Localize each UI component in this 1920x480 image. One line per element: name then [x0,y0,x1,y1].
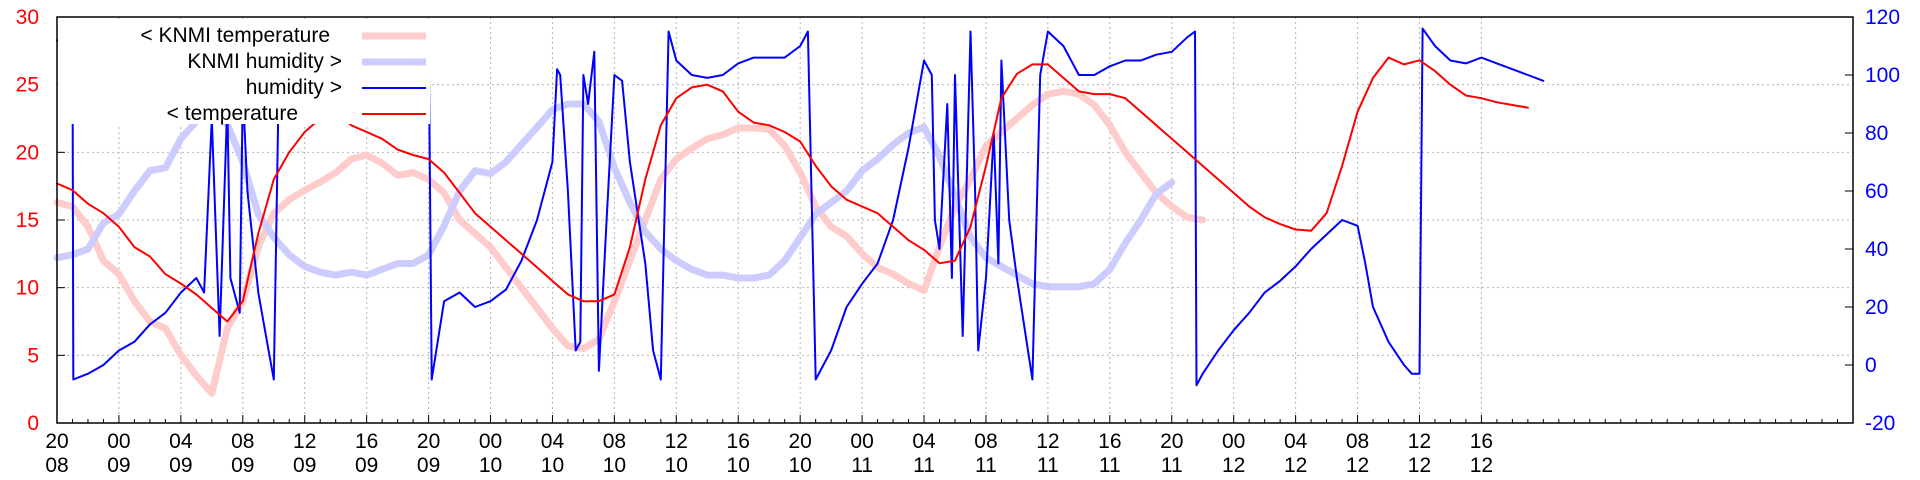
x-tick-labels: 2008000904090809120916092009001004100810… [45,430,1493,477]
y-right-tick-label: 0 [1865,354,1877,377]
series-knmi-humidity [53,100,1176,291]
y-left-tick-label: 30 [16,6,39,29]
x-tick-label-hour: 00 [850,430,873,453]
y-right-tick-labels: -20 0 20 40 60 80 100 120 [1865,6,1900,435]
x-tick-label-hour: 20 [1160,430,1183,453]
x-tick-label-hour: 04 [912,430,936,453]
x-tick-label-day: 12 [1408,454,1431,477]
series-knmi-temperature [53,87,1207,397]
x-tick-label-day: 09 [169,454,192,477]
x-tick-label-day: 08 [45,454,68,477]
x-tick-label-hour: 12 [1408,430,1431,453]
x-tick-label-hour: 04 [169,430,193,453]
ticks [56,16,1854,424]
series-temperature [56,56,1529,323]
x-tick-label-day: 09 [107,454,130,477]
y-left-tick-label: 15 [16,209,39,232]
y-right-tick-label: 100 [1865,64,1900,87]
y-right-tick-label: 20 [1865,296,1888,319]
x-tick-label-hour: 16 [727,430,750,453]
x-tick-label-day: 12 [1222,454,1245,477]
y-left-tick-labels: 0 5 10 15 20 25 30 [16,6,39,435]
x-tick-label-hour: 08 [231,430,254,453]
x-tick-label-day: 10 [541,454,564,477]
x-tick-label-day: 10 [603,454,626,477]
x-tick-label-day: 11 [913,454,935,477]
y-right-tick-label: 40 [1865,238,1888,261]
series-humidity [56,27,1545,387]
y-right-tick-label: 60 [1865,180,1888,203]
x-tick-label-day: 10 [479,454,502,477]
x-tick-label-day: 09 [355,454,378,477]
x-tick-label-hour: 16 [355,430,378,453]
y-left-tick-label: 5 [27,344,39,367]
x-tick-label-hour: 12 [665,430,688,453]
x-tick-label-day: 11 [1037,454,1059,477]
legend-label-knmi-humidity: KNMI humidity > [187,50,342,73]
x-tick-label-day: 10 [727,454,750,477]
x-tick-label-hour: 00 [107,430,130,453]
x-tick-label-day: 09 [293,454,316,477]
legend-label-humidity: humidity > [246,76,342,99]
x-tick-label-day: 11 [1099,454,1121,477]
legend-label-knmi-temperature: < KNMI temperature [140,24,330,47]
x-tick-label-hour: 08 [974,430,997,453]
x-tick-label-hour: 20 [45,430,68,453]
x-tick-label-hour: 04 [1284,430,1308,453]
y-left-tick-label: 10 [16,277,39,300]
legend-label-temperature: < temperature [167,102,298,125]
x-tick-label-hour: 20 [788,430,811,453]
x-tick-label-day: 09 [231,454,254,477]
y-left-tick-label: 25 [16,74,39,97]
x-tick-label-day: 12 [1346,454,1369,477]
x-tick-label-day: 11 [975,454,997,477]
x-tick-label-hour: 20 [417,430,440,453]
x-tick-label-hour: 08 [603,430,626,453]
x-tick-label-day: 10 [788,454,811,477]
x-tick-label-hour: 12 [293,430,316,453]
x-tick-label-day: 12 [1284,454,1307,477]
grid [57,17,1853,423]
y-left-tick-label: 20 [16,141,39,164]
y-right-tick-label: -20 [1865,412,1895,435]
x-tick-label-hour: 16 [1098,430,1121,453]
series-layer [53,27,1545,397]
x-tick-label-day: 11 [851,454,873,477]
x-tick-label-day: 11 [1161,454,1183,477]
x-tick-label-hour: 04 [541,430,565,453]
x-tick-label-hour: 12 [1036,430,1059,453]
y-left-tick-label: 0 [27,412,39,435]
x-tick-label-hour: 00 [479,430,502,453]
x-tick-label-hour: 00 [1222,430,1245,453]
y-right-tick-label: 120 [1865,6,1900,29]
x-tick-label-day: 12 [1470,454,1493,477]
legend: < KNMI temperature KNMI humidity > humid… [58,20,430,125]
x-tick-label-day: 09 [417,454,440,477]
x-tick-label-hour: 16 [1470,430,1493,453]
x-tick-label-day: 10 [665,454,688,477]
y-right-tick-label: 80 [1865,122,1888,145]
x-tick-label-hour: 08 [1346,430,1369,453]
